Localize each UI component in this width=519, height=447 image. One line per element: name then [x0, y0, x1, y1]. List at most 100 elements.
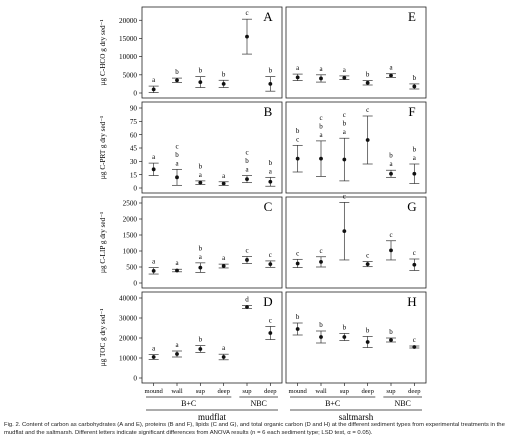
significance-letter: b	[245, 157, 249, 165]
y-tick-label: 500	[126, 264, 137, 272]
panel-frame	[285, 101, 427, 194]
y-tick-label: 60	[130, 131, 138, 139]
panel-frame	[141, 196, 283, 289]
panel-frame	[141, 6, 283, 99]
y-tick-label: 90	[130, 105, 138, 113]
data-point	[221, 181, 226, 186]
panel-letter: A	[263, 9, 273, 24]
panel-letter: B	[264, 104, 273, 119]
significance-letter: a	[175, 259, 179, 267]
data-point	[151, 87, 156, 92]
significance-letter: c	[319, 247, 322, 255]
significance-letter: b	[199, 336, 203, 344]
group-label: B+C	[325, 399, 340, 408]
significance-letter: b	[296, 313, 300, 321]
data-point	[389, 248, 393, 253]
data-point	[389, 171, 393, 176]
significance-letter: a	[152, 258, 156, 266]
data-point	[342, 229, 347, 234]
significance-letter: b	[319, 321, 323, 329]
data-point	[365, 262, 370, 267]
significance-letter: b	[343, 323, 347, 331]
data-point	[151, 167, 156, 172]
y-tick-label: 30000	[119, 315, 137, 323]
x-tick-label: deep	[361, 388, 374, 395]
x-tick-label: sup	[196, 388, 206, 395]
significance-letter: c	[413, 336, 416, 344]
y-axis-label: µg TOC g dry sed⁻¹	[99, 309, 107, 367]
significance-letter: b	[269, 67, 273, 75]
x-tick-label: mound	[289, 388, 308, 395]
significance-letter: b	[175, 68, 179, 76]
significance-letter: a	[199, 171, 203, 179]
significance-letter: b	[389, 328, 393, 336]
x-tick-label: mound	[145, 388, 164, 395]
significance-letter: c	[296, 135, 299, 143]
data-point	[319, 76, 323, 81]
data-point	[175, 352, 179, 356]
data-point	[319, 156, 323, 161]
data-point	[198, 347, 203, 351]
data-point	[365, 80, 370, 85]
significance-letter: b	[366, 71, 370, 79]
y-tick-label: 40000	[119, 295, 137, 303]
y-tick-label: 10000	[119, 355, 137, 363]
data-point	[268, 82, 273, 86]
group-label: NBC	[250, 399, 266, 408]
significance-letter: b	[319, 122, 323, 130]
site-label: mudflat	[198, 412, 226, 422]
significance-letter: b	[389, 152, 393, 160]
y-tick-label: 0	[133, 185, 137, 193]
data-point	[221, 264, 226, 268]
y-tick-label: 10000	[119, 53, 137, 61]
data-point	[245, 34, 249, 39]
significance-letter: c	[343, 111, 346, 119]
data-point	[268, 262, 273, 267]
significance-letter: b	[366, 326, 370, 334]
significance-letter: c	[245, 9, 248, 17]
data-point	[295, 75, 300, 80]
significance-letter: a	[413, 154, 417, 162]
data-point	[221, 82, 226, 86]
significance-letter: b	[199, 162, 203, 170]
data-point	[198, 80, 203, 84]
significance-letter: c	[245, 246, 248, 254]
data-point	[412, 262, 417, 267]
data-point	[365, 340, 370, 344]
significance-letter: a	[319, 131, 323, 139]
significance-letter: b	[199, 244, 203, 252]
significance-letter: d	[245, 296, 249, 304]
data-point	[268, 331, 273, 335]
panel-frame	[285, 6, 427, 99]
y-axis-label: µg C-PRT g dry sed⁻¹	[99, 116, 107, 179]
significance-letter: c	[366, 252, 369, 260]
significance-letter: c	[319, 114, 322, 122]
y-tick-label: 45	[130, 145, 138, 153]
data-point	[295, 327, 300, 331]
data-point	[198, 180, 203, 185]
data-point	[389, 73, 393, 78]
y-tick-label: 0	[133, 375, 137, 383]
significance-letter: c	[366, 106, 369, 114]
significance-letter: a	[222, 254, 226, 262]
data-point	[412, 171, 417, 176]
y-tick-label: 5000	[123, 71, 138, 79]
significance-letter: a	[175, 341, 179, 349]
panel-letter: H	[407, 294, 416, 309]
significance-letter: b	[296, 127, 300, 135]
data-point	[365, 138, 370, 142]
x-tick-label: deep	[408, 388, 421, 395]
significance-letter: c	[296, 249, 299, 257]
significance-letter: a	[296, 64, 300, 72]
y-tick-label: 2000	[123, 216, 138, 224]
x-tick-label: deep	[217, 388, 230, 395]
data-point	[221, 355, 226, 359]
y-tick-label: 30	[130, 158, 138, 166]
significance-letter: a	[269, 167, 273, 175]
significance-letter: b	[222, 70, 226, 78]
significance-letter: a	[152, 345, 156, 353]
significance-letter: b	[175, 151, 179, 159]
y-tick-label: 20000	[119, 17, 137, 25]
panel-letter: C	[264, 199, 273, 214]
